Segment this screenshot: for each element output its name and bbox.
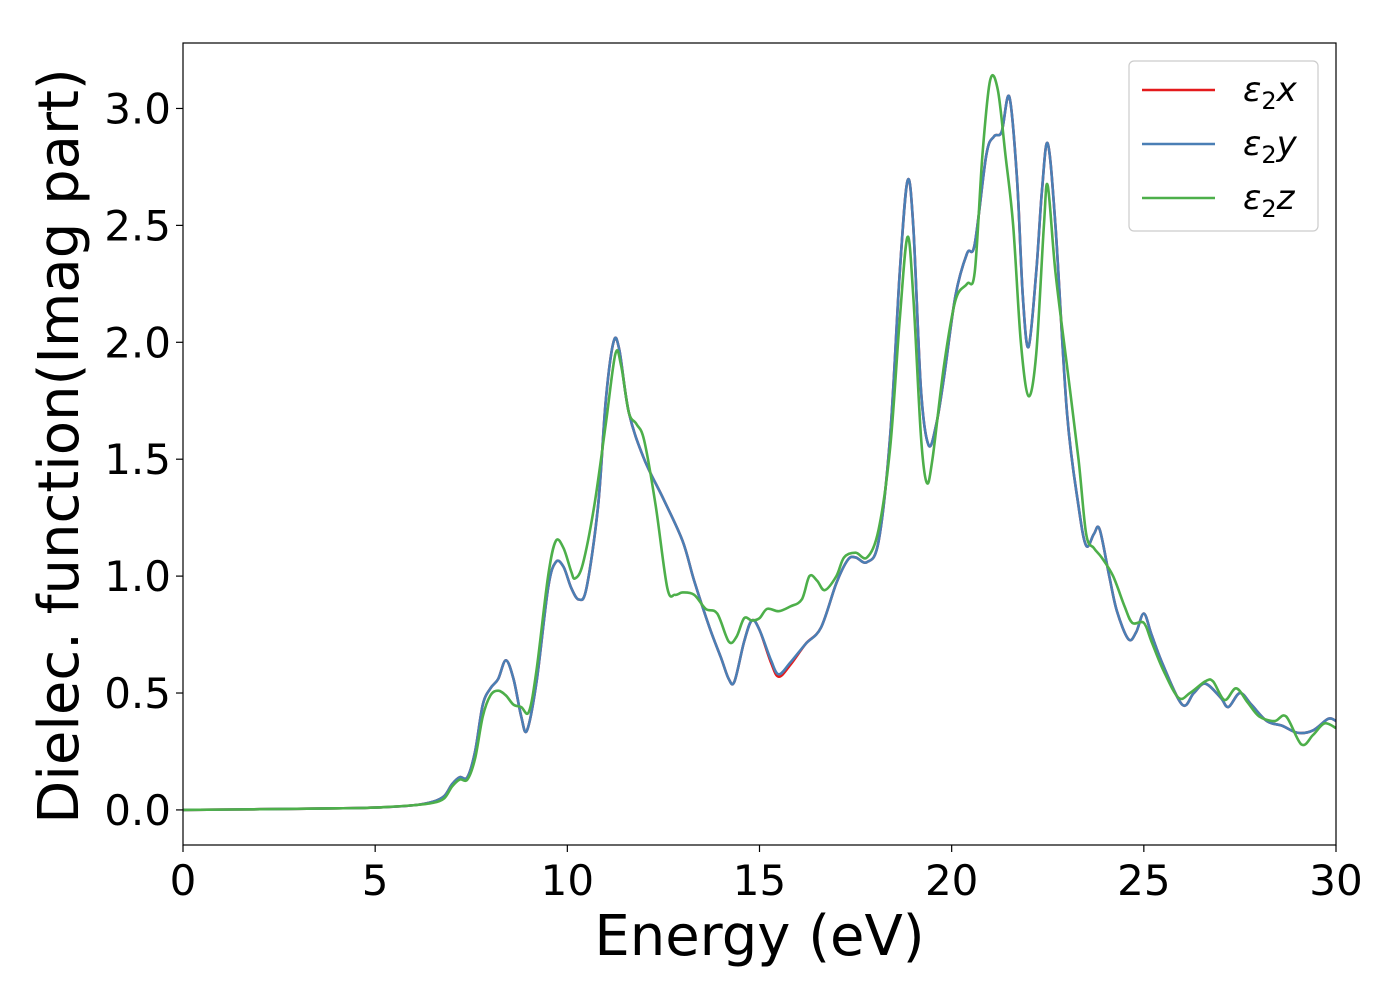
x-tick-label: 25 [1117, 856, 1170, 905]
x-tick-label: 15 [733, 856, 786, 905]
y-tick-label: 0.5 [104, 669, 171, 718]
x-tick-label: 30 [1309, 856, 1362, 905]
x-axis-label: Energy (eV) [594, 904, 924, 969]
y-axis: 0.0 0.5 1.0 1.5 2.0 2.5 3.0 [104, 84, 183, 835]
x-tick-label: 5 [362, 856, 389, 905]
legend-label-x: ε2x [1243, 70, 1298, 115]
y-tick-label: 2.0 [104, 318, 171, 367]
legend-label-z: ε2z [1243, 178, 1296, 223]
y-axis-label: Dielec. function(Imag part) [27, 68, 92, 824]
x-tick-label: 20 [925, 856, 978, 905]
legend-box [1128, 60, 1319, 232]
y-tick-label: 1.0 [104, 552, 171, 601]
y-tick-label: 2.5 [104, 201, 171, 250]
y-tick-label: 3.0 [104, 84, 171, 133]
legend-label-y: ε2y [1243, 124, 1298, 169]
series-layer [183, 73, 1336, 812]
y-tick-label: 0.0 [104, 786, 171, 835]
legend: ε2x ε2y ε2z [1128, 60, 1319, 232]
y-tick-label: 1.5 [104, 435, 171, 484]
x-axis: 0 5 10 15 20 25 30 [170, 845, 1363, 905]
series-line-z [183, 73, 1336, 812]
x-tick-label: 10 [541, 856, 594, 905]
x-tick-label: 0 [170, 856, 197, 905]
series-line-y [183, 94, 1336, 812]
